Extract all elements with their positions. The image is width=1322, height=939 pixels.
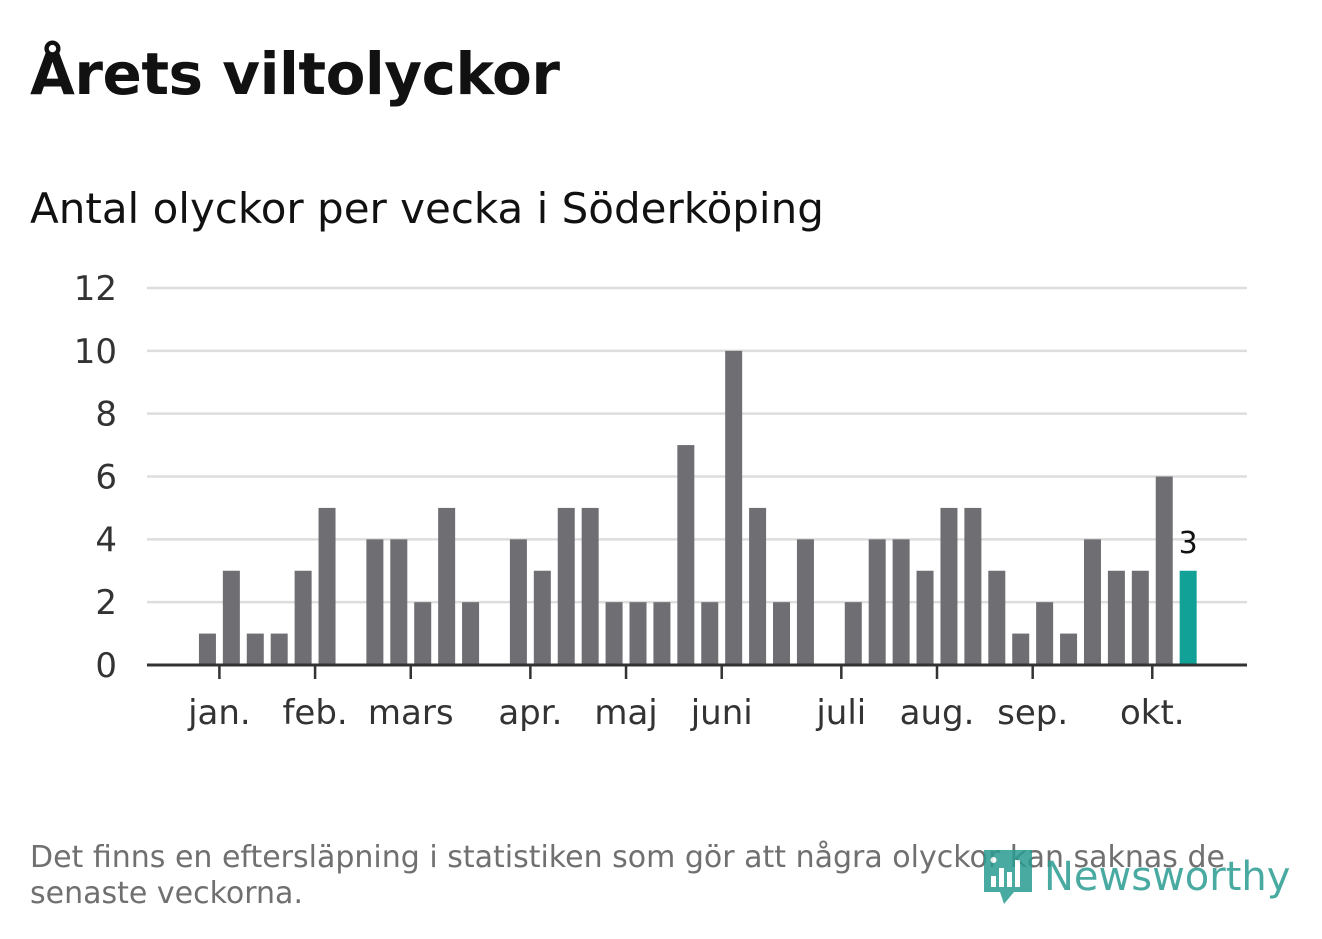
- bar: [653, 602, 671, 665]
- bar: [796, 539, 814, 665]
- bar: [773, 602, 791, 665]
- x-tick-label: feb.: [282, 693, 347, 733]
- bar: [533, 570, 551, 665]
- bar-chart-logo-icon: [984, 850, 1032, 904]
- bar: [916, 570, 934, 665]
- bar: [581, 507, 599, 665]
- x-tick-label: aug.: [900, 693, 975, 733]
- x-tick-label: okt.: [1120, 693, 1185, 733]
- x-tick-label: juni: [690, 693, 753, 733]
- bar: [1036, 602, 1054, 665]
- bar: [414, 602, 432, 665]
- bar-layer: [198, 350, 1197, 665]
- bar: [198, 633, 216, 665]
- bar-highlight: [1179, 570, 1197, 665]
- y-tick-label: 2: [95, 583, 117, 623]
- bar: [964, 507, 982, 665]
- bar: [605, 602, 623, 665]
- bar: [868, 539, 886, 665]
- newsworthy-logo: Newsworthy: [980, 846, 1290, 908]
- bar: [677, 445, 695, 665]
- y-tick-label: 10: [74, 332, 117, 372]
- bar: [1083, 539, 1101, 665]
- bar: [701, 602, 719, 665]
- bar: [1060, 633, 1078, 665]
- bar: [940, 507, 958, 665]
- bar: [749, 507, 767, 665]
- bar: [390, 539, 408, 665]
- bar: [246, 633, 264, 665]
- bar: [892, 539, 910, 665]
- bar-chart: 0 2 4 6 8 10 12 3 jan. feb. mars apr. maj juni juli aug…: [74, 269, 1247, 733]
- bar: [462, 602, 480, 665]
- bar: [1131, 570, 1149, 665]
- bar: [318, 507, 336, 665]
- chart-subtitle: Antal olyckor per vecka i Söderköping: [30, 184, 824, 233]
- y-tick-label: 4: [95, 520, 117, 560]
- x-tick-label: mars: [368, 693, 454, 733]
- bar: [844, 602, 862, 665]
- bar: [629, 602, 647, 665]
- axis-layer: 0 2 4 6 8 10 12 3 jan. feb. mars apr. maj juni juli aug…: [74, 269, 1247, 733]
- y-tick-label: 6: [95, 458, 117, 498]
- y-tick-label: 0: [95, 646, 117, 686]
- bar: [294, 570, 312, 665]
- y-tick-label: 8: [95, 395, 117, 435]
- bar: [222, 570, 240, 665]
- y-tick-label: 12: [74, 269, 117, 309]
- x-tick-label: jan.: [187, 693, 251, 733]
- bar: [1012, 633, 1030, 665]
- x-tick-label: apr.: [498, 693, 562, 733]
- x-tick-label: sep.: [997, 693, 1068, 733]
- chart-title: Årets viltolyckor: [30, 40, 560, 108]
- x-tick-label: juli: [815, 693, 866, 733]
- bar: [988, 570, 1006, 665]
- x-tick-label: maj: [594, 693, 657, 733]
- bar: [270, 633, 288, 665]
- bar: [1155, 476, 1173, 665]
- bar: [725, 350, 743, 665]
- grid-layer: [147, 286, 1247, 604]
- highlight-data-label: 3: [1179, 526, 1198, 561]
- bar: [557, 507, 575, 665]
- bar: [438, 507, 456, 665]
- bar: [366, 539, 384, 665]
- bar: [509, 539, 527, 665]
- logo-text: Newsworthy: [1044, 854, 1291, 900]
- bar: [1107, 570, 1125, 665]
